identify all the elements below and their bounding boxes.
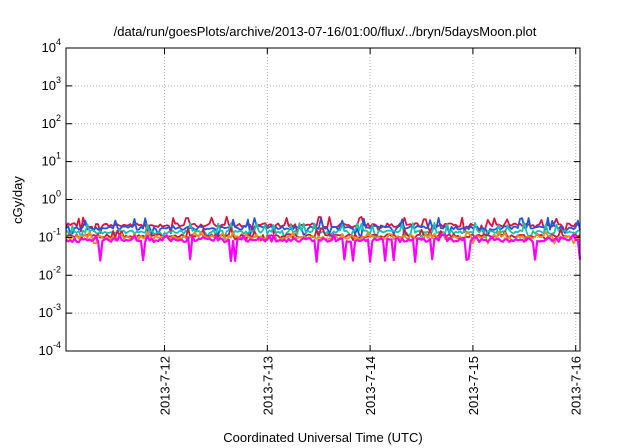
series-line	[65, 216, 581, 237]
y-tick-label: 103	[42, 75, 61, 93]
y-tick-label: 10-1	[39, 226, 61, 244]
y-tick-label: 10-3	[39, 302, 61, 320]
y-tick-label: 102	[42, 113, 61, 131]
x-axis-label: Coordinated Universal Time (UTC)	[223, 430, 422, 445]
x-tick-label: 2013-7-14	[363, 356, 378, 415]
series-group	[65, 215, 582, 263]
axes: 10-4 10-3 10-2 10-1 100 101 102 103 104 2013-7-12…	[39, 37, 584, 415]
x-tick-label: 2013-7-12	[158, 356, 173, 415]
x-tick-label: 2013-7-13	[260, 356, 275, 415]
y-tick-label: 101	[42, 151, 61, 169]
y-tick-label: 10-2	[39, 264, 61, 282]
series-line	[65, 233, 582, 263]
y-tick-label: 104	[42, 37, 61, 55]
chart-title: /data/run/goesPlots/archive/2013-07-16/0…	[114, 24, 537, 39]
x-tick-label: 2013-7-15	[466, 356, 481, 415]
x-tick-label: 2013-7-16	[569, 356, 584, 415]
grid	[66, 48, 580, 351]
plot-frame	[65, 47, 581, 352]
y-tick-label: 100	[42, 189, 61, 207]
y-axis-label: cGy/day	[10, 176, 25, 224]
y-tick-label: 10-4	[39, 340, 61, 358]
